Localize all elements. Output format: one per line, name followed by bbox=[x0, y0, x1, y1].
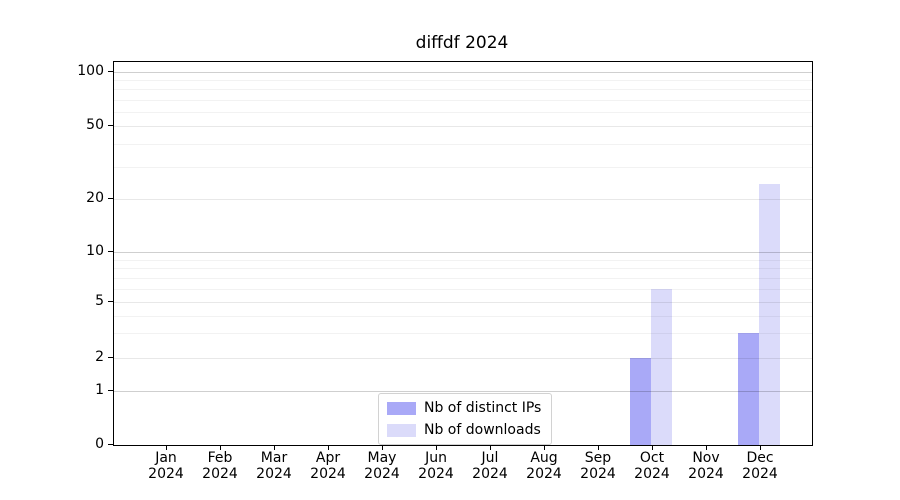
y-tick-mark-100 bbox=[108, 70, 113, 72]
gridline-30 bbox=[114, 166, 812, 168]
x-tick-year: 2024 bbox=[580, 466, 616, 482]
gridline-7 bbox=[114, 277, 812, 279]
x-tick-label-may: May 2024 bbox=[350, 450, 414, 482]
x-tick-month: Oct bbox=[639, 450, 665, 466]
x-tick-mark-nov bbox=[706, 445, 707, 450]
bar-dec-distinct-ips bbox=[738, 333, 759, 445]
gridline-10 bbox=[114, 252, 812, 253]
x-tick-mark-jun bbox=[436, 445, 437, 450]
x-tick-label-jul: Jul 2024 bbox=[458, 450, 522, 482]
x-tick-month: Dec bbox=[746, 450, 774, 466]
x-tick-month: Jan bbox=[155, 450, 177, 466]
x-tick-mark-aug bbox=[544, 445, 545, 450]
bar-oct-downloads bbox=[651, 288, 672, 445]
gridline-100 bbox=[114, 71, 812, 73]
x-tick-year: 2024 bbox=[256, 466, 292, 482]
x-tick-label-jan: Jan 2024 bbox=[134, 450, 198, 482]
y-tick-label-100: 100 bbox=[77, 62, 104, 79]
gridline-60 bbox=[114, 111, 812, 113]
chart-title: diffdf 2024 bbox=[415, 33, 509, 53]
y-tick-label-1: 1 bbox=[95, 381, 104, 398]
x-tick-label-feb: Feb 2024 bbox=[188, 450, 252, 482]
gridline-5 bbox=[114, 301, 812, 303]
y-tick-label-50: 50 bbox=[86, 116, 104, 133]
x-tick-label-mar: Mar 2024 bbox=[242, 450, 306, 482]
x-tick-mark-may bbox=[382, 445, 383, 450]
x-tick-mark-jan bbox=[166, 445, 167, 450]
x-tick-month: Apr bbox=[315, 450, 341, 466]
gridline-9 bbox=[114, 259, 812, 261]
y-tick-label-20: 20 bbox=[86, 189, 104, 206]
bar-dec-downloads bbox=[759, 184, 780, 445]
gridline-6 bbox=[114, 288, 812, 290]
x-tick-month: Nov bbox=[692, 450, 720, 466]
x-tick-mark-sep bbox=[598, 445, 599, 450]
gridline-70 bbox=[114, 99, 812, 101]
bar-oct-distinct-ips bbox=[630, 357, 651, 445]
x-tick-label-apr: Apr 2024 bbox=[296, 450, 360, 482]
y-tick-label-2: 2 bbox=[95, 348, 104, 365]
gridline-2 bbox=[114, 357, 812, 359]
x-tick-year: 2024 bbox=[526, 466, 562, 482]
y-tick-mark-0 bbox=[108, 444, 113, 445]
legend: Nb of distinct IPs Nb of downloads bbox=[378, 393, 553, 445]
plot-area: Nb of distinct IPs Nb of downloads bbox=[113, 61, 813, 446]
legend-row-distinct-ips: Nb of distinct IPs bbox=[387, 400, 541, 416]
x-tick-mark-dec bbox=[760, 445, 761, 450]
x-tick-year: 2024 bbox=[310, 466, 346, 482]
x-tick-mark-oct bbox=[652, 445, 653, 450]
gridline-8 bbox=[114, 268, 812, 270]
y-tick-mark-1 bbox=[108, 389, 113, 391]
x-tick-label-sep: Sep 2024 bbox=[566, 450, 630, 482]
legend-swatch-distinct-ips bbox=[387, 401, 416, 415]
x-tick-month: Feb bbox=[207, 450, 233, 466]
legend-swatch-downloads bbox=[387, 423, 416, 437]
x-tick-year: 2024 bbox=[418, 466, 454, 482]
gridline-20 bbox=[114, 198, 812, 200]
x-tick-month: May bbox=[367, 450, 397, 466]
y-tick-mark-10 bbox=[108, 251, 113, 252]
legend-row-downloads: Nb of downloads bbox=[387, 422, 541, 438]
gridline-3 bbox=[114, 333, 812, 335]
x-tick-label-nov: Nov 2024 bbox=[674, 450, 738, 482]
x-tick-month: Jun bbox=[425, 450, 447, 466]
x-tick-month: Aug bbox=[530, 450, 558, 466]
x-tick-mark-feb bbox=[220, 445, 221, 450]
x-tick-month: Mar bbox=[260, 450, 288, 466]
gridline-4 bbox=[114, 315, 812, 317]
gridline-90 bbox=[114, 80, 812, 82]
y-tick-mark-50 bbox=[108, 124, 113, 126]
x-tick-month: Sep bbox=[584, 450, 612, 466]
x-tick-label-dec: Dec 2024 bbox=[728, 450, 792, 482]
x-tick-year: 2024 bbox=[742, 466, 778, 482]
x-tick-label-aug: Aug 2024 bbox=[512, 450, 576, 482]
x-tick-year: 2024 bbox=[202, 466, 238, 482]
legend-label-downloads: Nb of downloads bbox=[424, 422, 541, 438]
y-tick-mark-5 bbox=[108, 300, 113, 302]
x-tick-month: Jul bbox=[481, 450, 499, 466]
x-tick-mark-apr bbox=[328, 445, 329, 450]
legend-label-distinct-ips: Nb of distinct IPs bbox=[424, 400, 542, 416]
x-tick-year: 2024 bbox=[364, 466, 400, 482]
y-tick-mark-20 bbox=[108, 197, 113, 199]
y-tick-mark-2 bbox=[108, 356, 113, 358]
gridline-1 bbox=[114, 390, 812, 392]
x-tick-year: 2024 bbox=[472, 466, 508, 482]
gridline-50 bbox=[114, 125, 812, 127]
x-tick-label-oct: Oct 2024 bbox=[620, 450, 684, 482]
x-tick-mark-jul bbox=[490, 445, 491, 450]
gridline-40 bbox=[114, 143, 812, 145]
x-tick-mark-mar bbox=[274, 445, 275, 450]
x-tick-label-jun: Jun 2024 bbox=[404, 450, 468, 482]
gridline-80 bbox=[114, 89, 812, 91]
x-tick-year: 2024 bbox=[634, 466, 670, 482]
y-tick-label-10: 10 bbox=[86, 243, 104, 259]
y-tick-label-0: 0 bbox=[95, 436, 104, 452]
x-tick-year: 2024 bbox=[148, 466, 184, 482]
y-tick-label-5: 5 bbox=[95, 292, 104, 309]
x-tick-year: 2024 bbox=[688, 466, 724, 482]
